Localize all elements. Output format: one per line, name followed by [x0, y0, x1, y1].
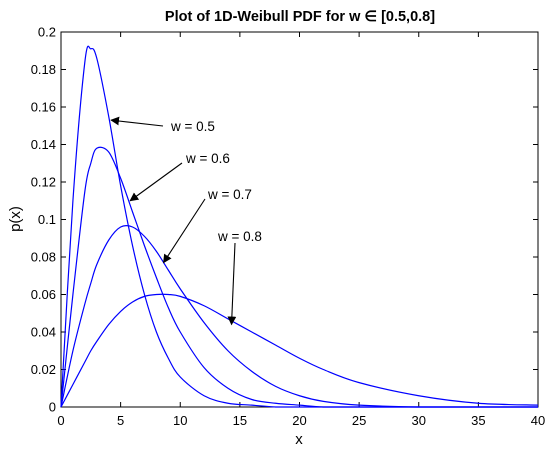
- plot-area: 0 5 10 15 20 25 30 35 40 0 0.02 0.04 0.06 0.08 0.1 0.1…: [31, 25, 546, 429]
- annotations: w = 0.5 w = 0.6 w = 0.7 w = 0.8: [110, 116, 262, 326]
- y-tick-label: 0.16: [31, 100, 56, 115]
- y-tick-label: 0.12: [31, 175, 56, 190]
- annotation-label-1: w = 0.6: [185, 151, 230, 166]
- annotation-arrow-2: [163, 198, 206, 264]
- series-line-1: [60, 146, 538, 408]
- axes-box: [60, 31, 539, 408]
- annotation-arrow-1: [129, 162, 183, 202]
- y-tick-label: 0: [49, 400, 56, 415]
- series-line-3: [60, 293, 539, 408]
- y-tick-label: 0.04: [31, 325, 56, 340]
- series-line-2: [60, 224, 538, 408]
- x-tick-label: 25: [352, 413, 366, 428]
- annotation-label-3: w = 0.8: [217, 229, 262, 244]
- y-tick-label: 0.2: [38, 25, 56, 40]
- x-tick-label: 5: [117, 413, 124, 428]
- y-axis-ticks: 0 0.02 0.04 0.06 0.08 0.1 0.12 0.14 0.16 0.18 0.2: [31, 25, 538, 415]
- y-tick-label: 0.06: [31, 287, 56, 302]
- x-axis-ticks: 0 5 10 15 20 25 30 35 40: [57, 32, 545, 428]
- y-tick-label: 0.08: [31, 250, 56, 265]
- series-lines: [60, 45, 539, 408]
- x-tick-label: 0: [57, 413, 64, 428]
- annotation-label-2: w = 0.7: [207, 187, 252, 202]
- x-axis-label: x: [295, 431, 303, 448]
- y-tick-label: 0.02: [31, 362, 56, 377]
- x-tick-label: 15: [233, 413, 247, 428]
- x-tick-label: 35: [471, 413, 485, 428]
- annotation-arrow-0: [110, 116, 164, 127]
- x-tick-label: 10: [173, 413, 187, 428]
- x-tick-label: 40: [531, 413, 545, 428]
- y-tick-label: 0.18: [31, 62, 56, 77]
- y-tick-label: 0.14: [31, 137, 56, 152]
- chart-title: Plot of 1D-Weibull PDF for w ∈ [0.5,0.8]: [165, 9, 435, 25]
- annotation-arrow-3: [227, 242, 237, 326]
- x-tick-label: 20: [292, 413, 306, 428]
- y-tick-label: 0.1: [38, 212, 56, 227]
- x-tick-label: 30: [412, 413, 426, 428]
- y-axis-label: p(x): [7, 206, 24, 232]
- annotation-label-0: w = 0.5: [170, 119, 215, 134]
